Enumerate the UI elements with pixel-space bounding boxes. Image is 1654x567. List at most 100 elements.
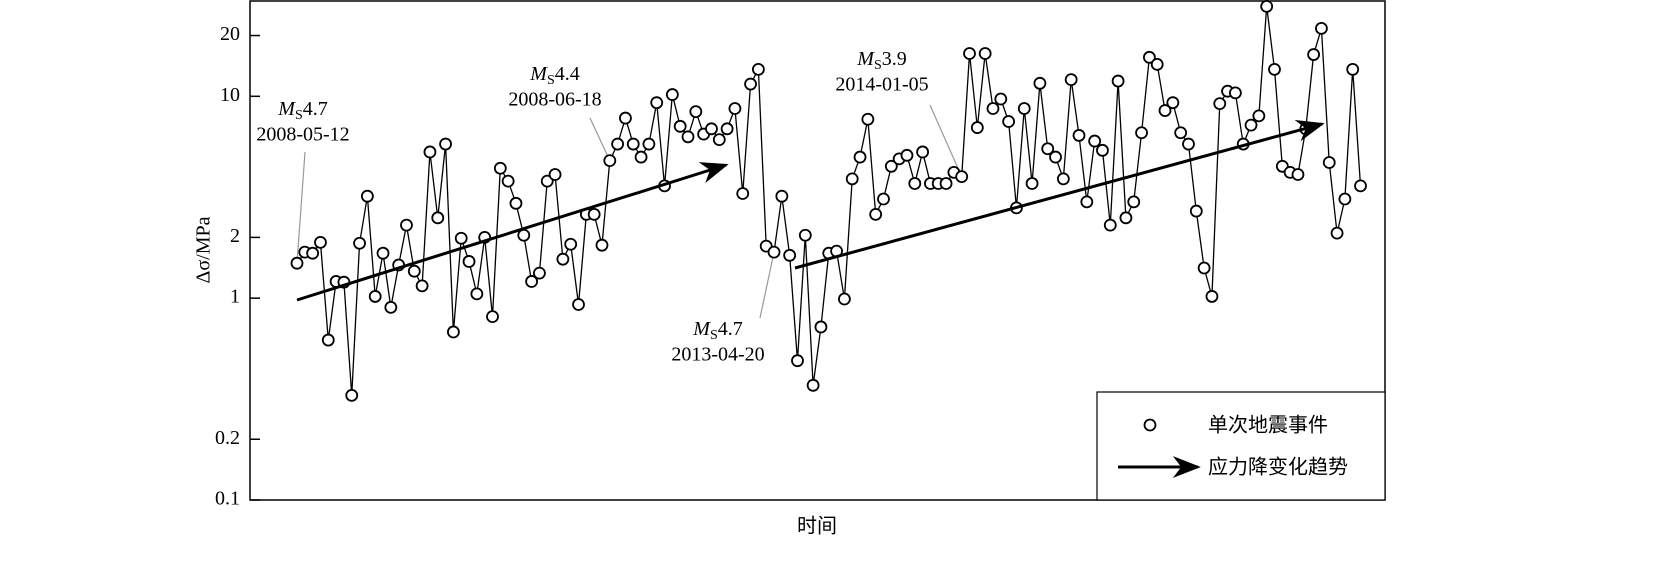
data-point	[462, 255, 476, 268]
annotation-label: MS4.7	[692, 318, 742, 344]
data-point	[431, 211, 445, 225]
data-point	[900, 148, 914, 162]
data-point	[1307, 48, 1320, 61]
data-point	[423, 145, 437, 159]
trend-arrows	[296, 120, 1325, 302]
data-point	[751, 62, 765, 76]
data-point	[1025, 177, 1039, 190]
data-point	[493, 161, 507, 175]
data-point	[939, 177, 953, 190]
data-point	[454, 231, 468, 245]
data-point	[705, 122, 718, 136]
y-tick-label: 20	[220, 23, 240, 45]
data-point	[955, 170, 969, 184]
data-point	[1033, 76, 1047, 90]
data-point	[595, 238, 609, 252]
data-point	[376, 246, 390, 260]
data-point	[665, 88, 679, 101]
legend-label: 单次地震事件	[1208, 413, 1328, 437]
data-point	[916, 145, 929, 159]
data-point	[501, 174, 515, 188]
data-point	[853, 150, 867, 164]
leader-line	[296, 151, 306, 264]
data-point	[1229, 86, 1242, 100]
data-point	[486, 310, 499, 324]
data-point	[1174, 126, 1188, 140]
data-point	[908, 177, 922, 190]
data-point	[1205, 290, 1219, 303]
legend-label: 应力降变化趋势	[1208, 455, 1348, 479]
data-point	[564, 237, 578, 251]
data-point	[869, 207, 883, 221]
legend-marker	[1143, 418, 1157, 432]
data-point	[1127, 195, 1141, 209]
data-point	[1088, 134, 1102, 148]
data-point	[861, 112, 875, 126]
data-point	[1213, 97, 1227, 111]
data-point	[838, 292, 851, 306]
data-point	[1346, 62, 1360, 76]
annotation-date: 2008-06-18	[508, 89, 601, 111]
data-point	[619, 111, 632, 125]
y-tick-label: 0.1	[215, 488, 240, 510]
data-point	[1338, 192, 1352, 206]
data-point	[689, 105, 703, 118]
data-point	[650, 96, 664, 110]
data-point	[845, 172, 859, 186]
data-point	[1080, 195, 1094, 209]
data-point	[673, 119, 687, 133]
data-point	[1330, 226, 1344, 240]
plot-frame	[249, 0, 1386, 501]
data-point	[736, 187, 750, 200]
y-tick-label: 2	[230, 225, 240, 247]
data-point	[1056, 172, 1070, 186]
data-point	[783, 248, 797, 262]
data-point	[642, 137, 656, 151]
annotation-label: MS4.4	[529, 63, 579, 89]
data-point	[1268, 62, 1281, 76]
leader-line	[589, 117, 611, 161]
data-point	[720, 122, 734, 136]
leader-line	[759, 252, 775, 319]
data-point	[306, 246, 320, 260]
data-point	[1158, 104, 1172, 117]
data-point	[1166, 96, 1180, 110]
data-point	[1041, 142, 1055, 156]
data-point	[1064, 73, 1078, 86]
data-point	[415, 279, 429, 293]
legend-box	[1096, 391, 1386, 501]
data-point	[626, 137, 640, 151]
data-point	[556, 252, 570, 266]
data-point	[353, 236, 366, 250]
data-point	[1103, 218, 1117, 232]
data-point	[814, 320, 828, 334]
data-point	[877, 192, 890, 206]
annotation-date: 2013-04-20	[671, 344, 764, 366]
data-point	[1072, 129, 1086, 142]
trend-arrow	[296, 162, 729, 302]
data-point	[767, 245, 781, 259]
data-point	[791, 354, 804, 368]
annotation-date: 2008-05-12	[256, 124, 349, 146]
data-point	[446, 325, 460, 339]
y-tick-label: 0.2	[215, 427, 240, 449]
data-point	[634, 150, 648, 164]
data-point	[1182, 137, 1195, 151]
data-point	[1315, 21, 1328, 35]
data-point	[400, 218, 413, 232]
data-point	[1111, 74, 1125, 88]
y-axis-label: Δσ/MPa	[193, 216, 215, 283]
data-point	[587, 207, 601, 221]
data-point	[970, 121, 984, 134]
data-point	[290, 256, 304, 270]
data-point	[1322, 156, 1336, 169]
data-point	[806, 378, 820, 392]
data-point	[603, 154, 617, 168]
data-point	[384, 300, 398, 314]
data-point	[1002, 115, 1016, 128]
trend-arrow	[794, 120, 1325, 270]
annotation-date: 2014-01-05	[835, 74, 928, 96]
data-point	[314, 235, 327, 249]
data-point	[681, 130, 695, 144]
data-point	[407, 264, 421, 278]
